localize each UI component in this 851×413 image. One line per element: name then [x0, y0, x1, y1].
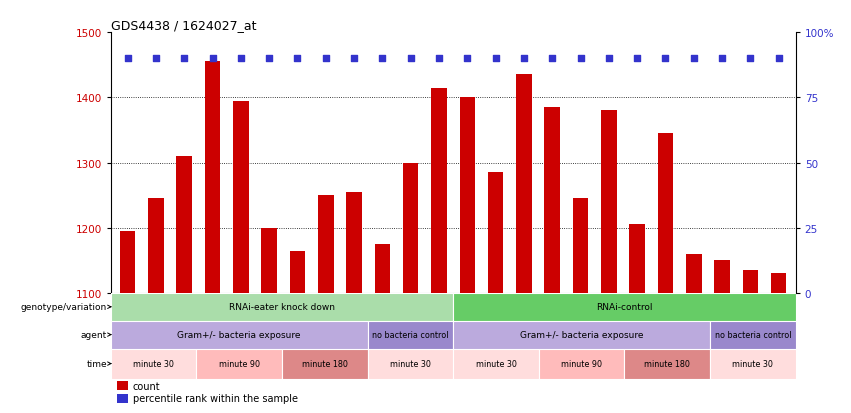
- Point: [687, 56, 700, 62]
- Text: minute 30: minute 30: [133, 359, 174, 368]
- Bar: [117, 394, 128, 403]
- Point: [744, 56, 757, 62]
- Point: [206, 56, 220, 62]
- Text: minute 30: minute 30: [733, 359, 774, 368]
- Point: [659, 56, 672, 62]
- Bar: [601, 111, 617, 293]
- Bar: [346, 192, 362, 293]
- Point: [375, 56, 389, 62]
- Bar: [710, 349, 796, 379]
- Bar: [176, 157, 192, 293]
- Bar: [539, 349, 625, 379]
- Point: [574, 56, 587, 62]
- Text: minute 90: minute 90: [561, 359, 603, 368]
- Point: [432, 56, 446, 62]
- Text: GDS4438 / 1624027_at: GDS4438 / 1624027_at: [111, 19, 256, 32]
- Point: [716, 56, 729, 62]
- Bar: [630, 225, 645, 293]
- Point: [545, 56, 559, 62]
- Bar: [403, 163, 419, 293]
- Text: minute 30: minute 30: [390, 359, 431, 368]
- Text: minute 30: minute 30: [476, 359, 517, 368]
- Bar: [710, 321, 796, 349]
- Point: [631, 56, 644, 62]
- Bar: [517, 75, 532, 293]
- Bar: [573, 199, 588, 293]
- Text: agent: agent: [81, 330, 107, 339]
- Text: minute 180: minute 180: [644, 359, 690, 368]
- Point: [177, 56, 191, 62]
- Bar: [289, 251, 306, 293]
- Point: [149, 56, 163, 62]
- Bar: [111, 293, 453, 321]
- Text: Gram+/- bacteria exposure: Gram+/- bacteria exposure: [177, 330, 300, 339]
- Point: [772, 56, 785, 62]
- Point: [319, 56, 333, 62]
- Point: [602, 56, 615, 62]
- Text: RNAi-eater knock down: RNAi-eater knock down: [229, 303, 335, 311]
- Text: no bacteria control: no bacteria control: [715, 330, 791, 339]
- Text: minute 180: minute 180: [302, 359, 348, 368]
- Point: [517, 56, 531, 62]
- Bar: [233, 101, 248, 293]
- Bar: [148, 199, 163, 293]
- Text: no bacteria control: no bacteria control: [372, 330, 448, 339]
- Point: [460, 56, 474, 62]
- Bar: [658, 134, 673, 293]
- Bar: [545, 108, 560, 293]
- Bar: [197, 349, 282, 379]
- Bar: [771, 274, 786, 293]
- Bar: [453, 321, 710, 349]
- Bar: [261, 228, 277, 293]
- Bar: [453, 293, 796, 321]
- Point: [347, 56, 361, 62]
- Bar: [282, 349, 368, 379]
- Text: genotype/variation: genotype/variation: [21, 303, 107, 311]
- Text: percentile rank within the sample: percentile rank within the sample: [133, 393, 298, 403]
- Bar: [111, 349, 197, 379]
- Bar: [488, 173, 504, 293]
- Bar: [205, 62, 220, 293]
- Point: [291, 56, 305, 62]
- Bar: [374, 244, 390, 293]
- Bar: [368, 349, 453, 379]
- Bar: [743, 271, 758, 293]
- Bar: [117, 381, 128, 390]
- Bar: [318, 196, 334, 293]
- Point: [121, 56, 134, 62]
- Text: RNAi-control: RNAi-control: [597, 303, 653, 311]
- Bar: [625, 349, 710, 379]
- Bar: [460, 98, 475, 293]
- Bar: [368, 321, 453, 349]
- Bar: [431, 88, 447, 293]
- Point: [234, 56, 248, 62]
- Bar: [120, 231, 135, 293]
- Point: [488, 56, 502, 62]
- Text: Gram+/- bacteria exposure: Gram+/- bacteria exposure: [520, 330, 643, 339]
- Text: minute 90: minute 90: [219, 359, 260, 368]
- Bar: [453, 349, 539, 379]
- Text: count: count: [133, 381, 160, 391]
- Bar: [714, 261, 730, 293]
- Bar: [111, 321, 368, 349]
- Text: time: time: [87, 359, 107, 368]
- Point: [262, 56, 276, 62]
- Point: [404, 56, 418, 62]
- Bar: [686, 254, 701, 293]
